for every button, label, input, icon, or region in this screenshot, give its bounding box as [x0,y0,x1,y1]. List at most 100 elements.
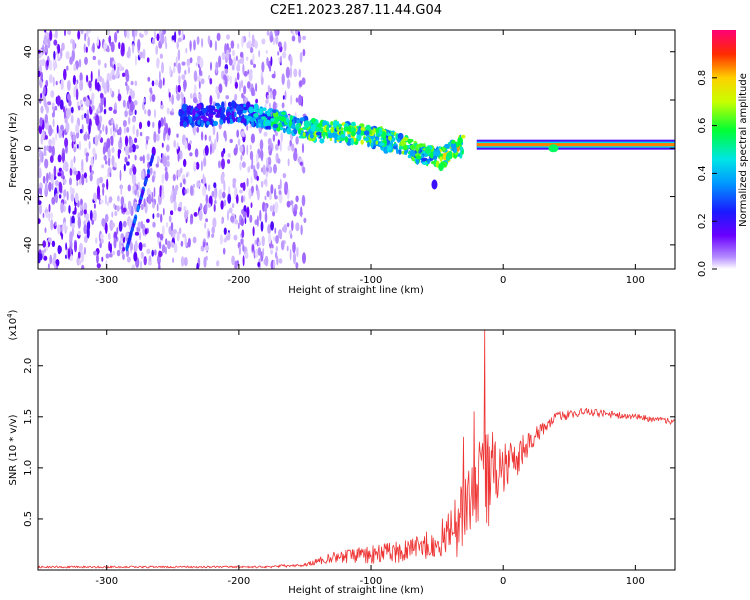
heatmap-cell [277,139,280,147]
heatmap-cell [142,48,146,60]
heatmap-cell [60,79,64,91]
heatmap-cell [101,164,105,169]
heatmap-cell [226,43,229,51]
heatmap-cell [211,226,215,234]
heatmap-cell [59,99,64,110]
heatmap-cell [174,31,177,43]
heatmap-cell [125,104,128,112]
heatmap-cell [79,99,83,105]
heatmap-cell [129,242,134,251]
snr-x-axis-label: Height of straight line (km) [288,585,424,596]
heatmap-cell [298,129,301,135]
heatmap-cell [375,140,379,145]
heatmap-cell [164,246,167,255]
heatmap-cell [222,247,226,255]
heatmap-cell [72,134,77,142]
heatmap-cell [42,213,45,218]
heatmap-cell [136,128,139,138]
heatmap-cell [236,43,240,49]
heatmap-cell [243,85,247,95]
heatmap-cell [104,213,109,223]
heatmap-cell [55,259,60,267]
heatmap-cell [108,196,112,204]
heatmap-cell [187,66,190,74]
heatmap-cell [315,126,320,132]
heatmap-cell [272,210,276,217]
heatmap-cell [193,162,196,169]
heatmap-cell [157,257,161,263]
heatmap-cell [205,218,209,223]
heatmap-cell [69,215,72,227]
heatmap-cell [127,238,131,245]
heatmap-cell [109,72,112,82]
heatmap-cell [439,156,443,162]
heatmap-cell [48,212,51,222]
heatmap-cell [48,181,52,192]
heatmap-cell [83,172,87,179]
heatmap-cell [55,80,58,86]
heatmap-cell [214,102,220,107]
heatmap-cell [162,184,164,193]
heatmap-cell [301,143,305,154]
heatmap-cell [182,233,186,238]
heatmap-cell [180,91,183,99]
heatmap-cell [85,98,90,108]
heatmap-cell [102,187,105,196]
heatmap-cell [46,59,49,67]
heatmap-cell [92,42,95,53]
heatmap-cell [260,221,264,232]
heatmap-cell [272,109,277,114]
heatmap-cell [96,177,100,187]
heatmap-cell [205,201,208,212]
heatmap-cell [244,217,247,225]
heatmap-cell [184,236,187,247]
heatmap-cell [248,31,251,39]
heatmap-cell [108,106,113,111]
heatmap-cell [124,156,128,163]
heatmap-cell [143,98,146,103]
heatmap-cell [282,95,285,100]
heatmap-cell [134,80,138,87]
heatmap-cell [178,227,182,235]
heatmap-cell [179,110,183,118]
heatmap-cell [241,35,244,48]
heatmap-cell [103,82,108,95]
heatmap-cell [171,35,175,41]
spectrogram-x-tick-label: -100 [360,275,383,286]
heatmap-cell [228,207,233,214]
heatmap-cell [252,53,255,64]
heatmap-cell [161,190,165,200]
heatmap-cell [284,181,289,192]
heatmap-cell [53,50,56,60]
heatmap-cell [48,171,51,180]
heatmap-cell [160,100,163,106]
heatmap-cell [89,173,93,182]
heatmap-cell [113,162,118,168]
heatmap-cell [330,121,334,126]
heatmap-cell [237,118,241,123]
heatmap-cell [44,135,48,140]
heatmap-cell [383,135,387,141]
heatmap-cell [232,181,236,189]
heatmap-cell [140,220,143,229]
heatmap-cell [71,140,74,149]
heatmap-cell [340,134,346,138]
heatmap-cell [421,161,428,165]
heatmap-cell [383,146,388,152]
heatmap-cell [370,142,374,149]
heatmap-cell [240,130,245,137]
heatmap-cell [363,130,370,136]
heatmap-cell [131,264,135,269]
heatmap-cell [208,116,213,123]
heatmap-cell [115,72,119,79]
heatmap-cell [54,262,57,269]
heatmap-cell [89,99,92,105]
heatmap-cell [159,233,164,241]
heatmap-cell [240,218,244,227]
heatmap-cell [273,163,277,174]
heatmap-cell [223,181,226,192]
heatmap-cell [279,178,282,190]
spectrogram-y-tick-label: 20 [23,94,34,107]
heatmap-cell [193,212,198,217]
heatmap-cell [225,49,230,61]
